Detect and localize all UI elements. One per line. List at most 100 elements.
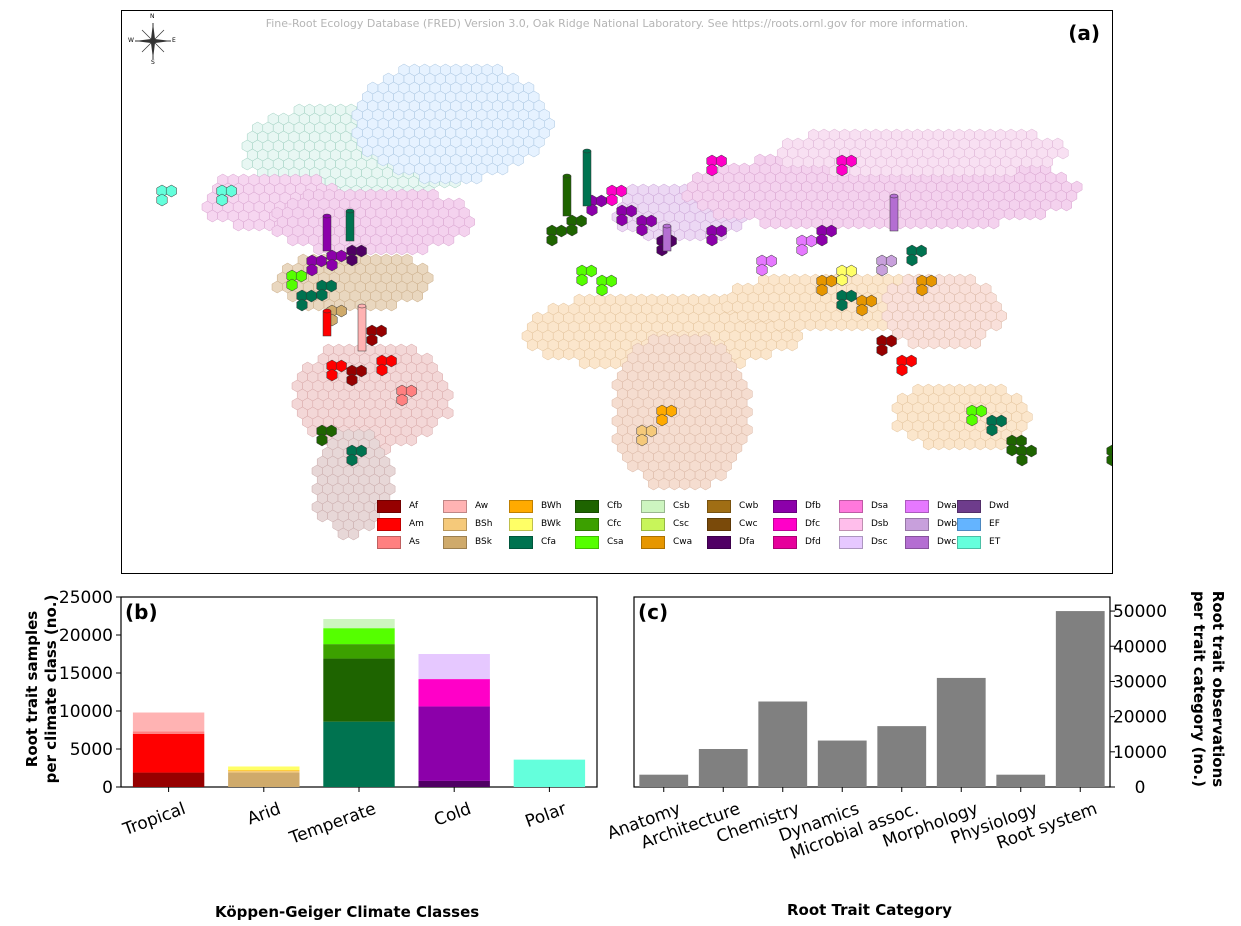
chart-c-y-tick-label: 30000 (1113, 672, 1167, 692)
legend-swatch (773, 499, 797, 513)
bar-segment-dsc (418, 654, 490, 680)
compass-icon: N S E W (128, 13, 176, 66)
bar-segment-aw (132, 712, 205, 732)
legend-item-am: Am (377, 515, 443, 533)
legend-label: BWh (541, 501, 562, 511)
legend-label: BSh (475, 519, 493, 529)
legend-label: Csb (673, 501, 690, 511)
legend-swatch (707, 517, 731, 531)
legend-item-bwh: BWh (509, 497, 575, 515)
x-axis-title-c: Root Trait Category (787, 901, 952, 919)
legend-label: Cwc (739, 519, 758, 529)
y-axis-title-b-line1: Root trait samples (23, 610, 41, 768)
x-axis-title-b: Köppen-Geiger Climate Classes (215, 903, 480, 921)
legend-label: Dwc (937, 537, 957, 547)
bar-segment-csb (323, 619, 395, 629)
legend-swatch (509, 517, 533, 531)
legend-label: Af (409, 501, 419, 511)
legend-item-dwa: Dwa (905, 497, 957, 515)
legend-item-cfb: Cfb (575, 497, 641, 515)
legend-item-csa: Csa (575, 533, 641, 551)
legend-label: EF (989, 519, 1000, 529)
legend-swatch (509, 535, 533, 549)
legend-swatch (575, 517, 599, 531)
chart-b-y-tick-label: 0 (102, 778, 113, 798)
world-map (156, 63, 1112, 541)
legend-swatch (839, 517, 863, 531)
legend-swatch (839, 499, 863, 513)
bar-morphology (936, 677, 986, 787)
legend-swatch (905, 499, 929, 513)
chart-b-y-tick-label: 10000 (59, 702, 113, 722)
legend-swatch (905, 517, 929, 531)
legend-swatch (957, 535, 982, 549)
bar-physiology (996, 774, 1046, 787)
chart-c-y-tick-label: 40000 (1113, 637, 1167, 657)
bar-segment-cfb (323, 658, 395, 722)
legend-swatch (377, 535, 401, 549)
compass-e: E (172, 37, 176, 44)
legend-item-dwc: Dwc (905, 533, 957, 551)
legend-label: As (409, 537, 420, 547)
map-panel: Fine-Root Ecology Database (FRED) Versio… (121, 10, 1113, 574)
chart-b-y-tick-label: 5000 (70, 740, 113, 760)
legend-item-cwa: Cwa (641, 533, 707, 551)
legend-swatch (575, 535, 599, 549)
y-axis-title-c: Root trait observations per trait catego… (1189, 569, 1227, 809)
map-credit: Fine-Root Ecology Database (FRED) Versio… (265, 17, 969, 30)
legend-label: Dsc (871, 537, 888, 547)
legend-label: Dsb (871, 519, 889, 529)
legend-label: Dfc (805, 519, 821, 529)
legend-swatch (839, 535, 863, 549)
legend-label: Cfb (607, 501, 623, 511)
compass-w: W (128, 37, 134, 44)
bar-segment-bsh (228, 771, 300, 773)
legend-label: Dwb (937, 519, 958, 529)
legend-label: Cfa (541, 537, 556, 547)
legend-item-bwk: BWk (509, 515, 575, 533)
legend-item-bsk: BSk (443, 533, 509, 551)
legend-swatch (707, 499, 731, 513)
chart-c-plot-frame (633, 596, 1111, 788)
legend-item-cfa: Cfa (509, 533, 575, 551)
legend-label: Dsa (871, 501, 889, 511)
legend-swatch (641, 517, 665, 531)
bar-segment-am (132, 733, 205, 773)
chart-b-y-tick-label: 20000 (59, 626, 113, 646)
legend-swatch (773, 517, 797, 531)
bar-architecture (698, 749, 748, 787)
legend-swatch (773, 535, 797, 549)
legend-item-cfc: Cfc (575, 515, 641, 533)
compass-s: S (151, 59, 155, 66)
y-axis-title-c-line1: Root trait observations (1209, 590, 1227, 788)
legend-swatch (641, 499, 665, 513)
legend-item-aw: Aw (443, 497, 509, 515)
legend-label: Csa (607, 537, 624, 547)
legend-label: ET (989, 537, 1001, 547)
legend-item-dsc: Dsc (839, 533, 905, 551)
legend-swatch (707, 535, 731, 549)
x-tick-label-polar: Polar (523, 799, 569, 832)
bar-segment-cfa (323, 721, 395, 787)
legend-label: Dwd (989, 501, 1010, 511)
legend-item-dwd: Dwd (957, 497, 1009, 515)
bar-anatomy (639, 774, 689, 787)
legend-label: Cfc (607, 519, 622, 529)
chart-c-y-tick-label: 0 (1135, 778, 1146, 798)
legend-label: Cwb (739, 501, 759, 511)
bar-segment-dfa (418, 780, 490, 787)
bar-segment-bsk (228, 772, 300, 787)
legend-swatch (905, 535, 929, 549)
legend-item-dfc: Dfc (773, 515, 839, 533)
legend-label: BWk (541, 519, 561, 529)
legend-swatch (443, 499, 467, 513)
chart-c-y-tick-label: 20000 (1113, 708, 1167, 728)
bar-segment-af (132, 772, 205, 787)
legend-item-af: Af (377, 497, 443, 515)
compass-n: N (150, 13, 155, 20)
chart-b-axes: 0 5000 10000 15000 20000 25000 (59, 588, 598, 798)
x-tick-label-arid: Arid (245, 799, 284, 829)
bar-dynamics (817, 740, 867, 787)
legend-item-cwb: Cwb (707, 497, 773, 515)
